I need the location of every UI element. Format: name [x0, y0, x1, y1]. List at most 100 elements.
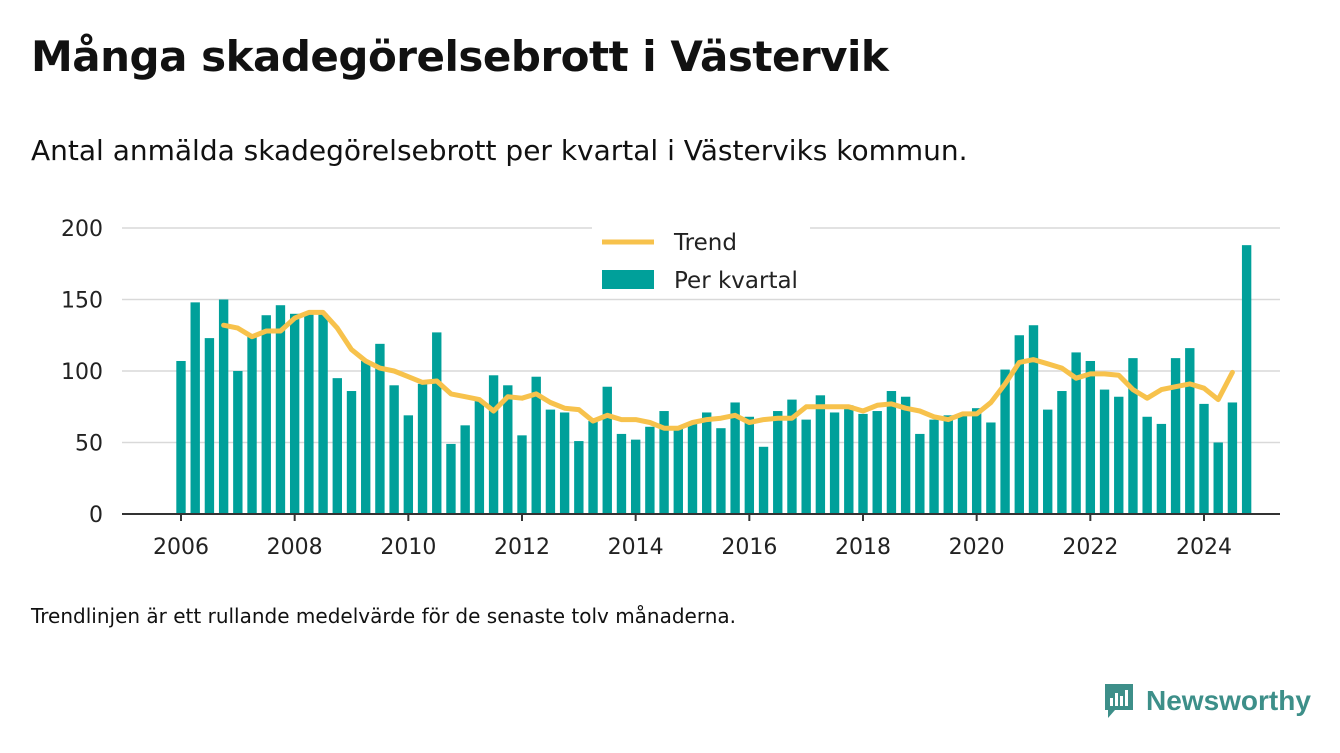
bar [304, 312, 314, 514]
bar [588, 421, 598, 514]
bar [361, 360, 371, 514]
y-tick-label: 150 [61, 289, 103, 314]
bar [787, 399, 797, 514]
bar [1028, 325, 1039, 514]
bar [971, 408, 982, 514]
bar [886, 391, 897, 514]
bar [716, 428, 726, 514]
bar [844, 405, 854, 514]
bar [1199, 403, 1209, 514]
brand-logo: Newsworthy [1102, 682, 1311, 720]
bar [659, 411, 669, 514]
bar [915, 433, 925, 514]
bar [190, 302, 200, 514]
legend-bar-swatch [602, 270, 654, 289]
bar [247, 336, 257, 514]
bar [673, 426, 683, 514]
legend-trend-label: Trend [673, 230, 737, 256]
bar [773, 411, 783, 514]
bar [1085, 360, 1096, 514]
bar [1142, 416, 1152, 514]
newsworthy-logo-icon [1105, 684, 1133, 718]
bar [1170, 358, 1181, 514]
bar-line-chart: 0 50 100 150 200 2006 2008 2010 2012 2014 2016 201… [61, 217, 1280, 560]
legend: Trend Per kvartal [592, 222, 810, 298]
bar [630, 439, 641, 514]
bar [261, 315, 271, 514]
bar [1071, 352, 1081, 514]
bar [289, 313, 300, 514]
x-tick-label: 2020 [949, 535, 1005, 560]
x-tick-label: 2022 [1062, 535, 1118, 560]
bar [900, 396, 911, 514]
bar [758, 446, 769, 514]
legend-bar-label: Per kvartal [674, 268, 798, 294]
bar [986, 422, 996, 514]
bar [1213, 442, 1223, 514]
bar [460, 425, 470, 514]
bar [389, 385, 399, 514]
bar [858, 413, 868, 514]
bar [1241, 245, 1252, 514]
y-tick-label: 0 [89, 503, 103, 528]
bar [218, 299, 229, 514]
bar [1185, 348, 1195, 514]
bar [801, 419, 811, 514]
bar [730, 402, 740, 514]
bar [929, 419, 939, 514]
bar [233, 371, 243, 514]
bar [872, 411, 882, 514]
bar [517, 435, 527, 514]
bars-per-kvartal [176, 245, 1252, 514]
x-tick-label: 2014 [608, 535, 664, 560]
brand-name: Newsworthy [1146, 685, 1311, 716]
x-tick-label: 2012 [494, 535, 550, 560]
x-axis-ticks: 2006 2008 2010 2012 2014 2016 2018 2020 2022 2024 [153, 514, 1232, 560]
bar [318, 313, 328, 514]
bar [375, 343, 385, 514]
bar [474, 401, 485, 514]
bar [1128, 358, 1138, 514]
x-tick-label: 2008 [267, 535, 323, 560]
bar [1227, 402, 1238, 514]
y-tick-label: 200 [61, 217, 103, 242]
bar [488, 375, 499, 514]
bar [176, 360, 186, 514]
bar [1057, 391, 1067, 514]
bar [531, 376, 541, 514]
y-tick-label: 100 [61, 360, 103, 385]
trend-line-layer [221, 309, 1235, 431]
bar [417, 383, 428, 514]
bar [545, 409, 556, 514]
bar [204, 338, 215, 514]
bar [602, 386, 612, 514]
bar [559, 412, 570, 514]
x-tick-label: 2016 [721, 535, 777, 560]
page-subtitle: Antal anmälda skadegörelsebrott per kvar… [31, 134, 968, 167]
y-axis-ticks: 0 50 100 150 200 [61, 217, 103, 528]
bar [1014, 335, 1024, 514]
bar [446, 443, 456, 514]
x-tick-label: 2006 [153, 535, 209, 560]
bar [275, 305, 286, 514]
bar [943, 415, 953, 514]
bar [1114, 396, 1124, 514]
bar [829, 412, 840, 514]
bar [1000, 369, 1010, 514]
bar [1156, 423, 1167, 514]
y-tick-label: 50 [75, 432, 103, 457]
bar [957, 413, 968, 514]
bar [503, 385, 513, 514]
bar [616, 433, 627, 514]
footnote: Trendlinjen är ett rullande medelvärde f… [31, 604, 737, 628]
bar [1099, 389, 1110, 514]
bar [403, 415, 414, 514]
page-title: Många skadegörelsebrott i Västervik [31, 32, 889, 81]
x-tick-label: 2024 [1176, 535, 1232, 560]
bar [645, 426, 655, 514]
bar [432, 332, 442, 514]
x-tick-label: 2010 [380, 535, 436, 560]
bar [1043, 409, 1053, 514]
bar [332, 378, 342, 514]
bar [744, 416, 755, 514]
